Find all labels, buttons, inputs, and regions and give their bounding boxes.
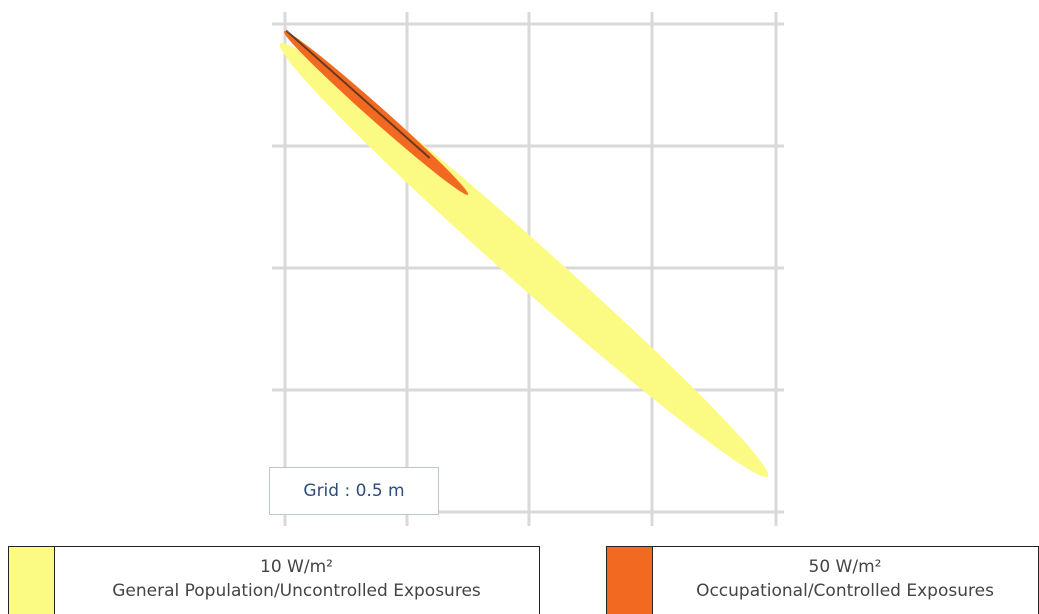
grid-lines <box>272 12 784 526</box>
legend-text-occupational: 50 W/m² Occupational/Controlled Exposure… <box>652 555 1038 603</box>
general-exposure-zone <box>279 42 769 478</box>
legend-swatch-general <box>9 547 55 614</box>
legend-label: Occupational/Controlled Exposures <box>696 581 994 601</box>
legend-value: 50 W/m² <box>808 557 882 577</box>
exposure-plot <box>272 12 784 526</box>
legend-label: General Population/Uncontrolled Exposure… <box>112 581 481 601</box>
occupational-exposure-zone <box>283 31 469 195</box>
antenna-element <box>285 29 431 159</box>
legend-swatch-occupational <box>607 547 653 614</box>
legend-value: 10 W/m² <box>260 557 333 577</box>
legend-item-general: 10 W/m² General Population/Uncontrolled … <box>8 546 540 614</box>
legend-text-general: 10 W/m² General Population/Uncontrolled … <box>54 555 539 603</box>
grid-scale-label: Grid : 0.5 m <box>269 467 439 515</box>
legend-item-occupational: 50 W/m² Occupational/Controlled Exposure… <box>606 546 1039 614</box>
